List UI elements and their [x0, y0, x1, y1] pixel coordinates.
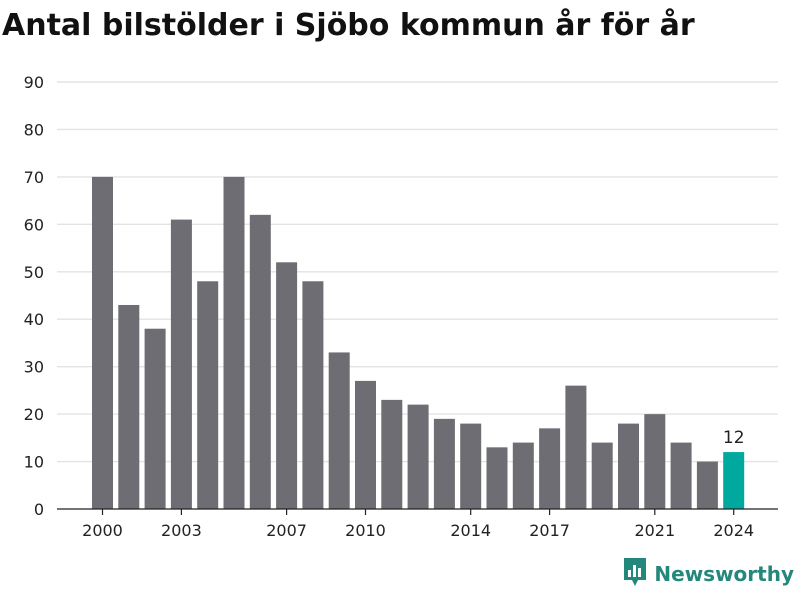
bar-2004 [197, 281, 219, 509]
bar-2001 [118, 304, 140, 509]
x-tick-label: 2014 [450, 521, 491, 540]
y-tick-label: 60 [24, 215, 44, 234]
bar-2018 [565, 385, 587, 509]
bar-chart-pin-icon [622, 556, 648, 592]
bar-2019 [591, 442, 613, 509]
bar-2009 [328, 352, 350, 509]
x-tick-label: 2003 [161, 521, 202, 540]
chart-title: Antal bilstölder i Sjöbo kommun år för å… [2, 8, 695, 43]
bar-2014 [460, 423, 482, 509]
y-tick-label: 70 [24, 168, 44, 187]
bar-2011 [381, 399, 403, 509]
bar-2006 [249, 214, 271, 509]
y-axis-tick-labels: 0 10 20 30 40 50 60 70 80 90 [24, 73, 44, 519]
bar-2015 [486, 447, 508, 509]
x-tick-label: 2010 [345, 521, 386, 540]
bar-2012 [407, 404, 429, 509]
y-tick-label: 0 [34, 500, 44, 519]
data-label-2024: 12 [723, 428, 745, 448]
bar-2002 [144, 328, 166, 509]
x-tick-label: 2007 [266, 521, 307, 540]
y-tick-label: 50 [24, 263, 44, 282]
bar-2007 [276, 262, 298, 509]
y-tick-label: 90 [24, 73, 44, 92]
y-tick-label: 40 [24, 310, 44, 329]
bar-2000 [92, 176, 113, 509]
bar-2005 [223, 176, 245, 509]
y-tick-label: 20 [24, 405, 44, 424]
newsworthy-logo: Newsworthy [622, 556, 794, 592]
bar-2010 [355, 380, 376, 509]
bar-2013 [433, 418, 455, 509]
bar-2020 [618, 423, 639, 509]
brand-name: Newsworthy [654, 562, 794, 586]
bar-2017 [539, 428, 561, 509]
x-tick-label: 2021 [634, 521, 675, 540]
data-labels: 12 [723, 428, 745, 448]
x-tick-label: 2000 [82, 521, 123, 540]
y-tick-label: 80 [24, 120, 44, 139]
x-axis: 2000 2003 2007 2010 2014 2017 2021 2024 [57, 508, 778, 540]
bar-2008 [302, 281, 324, 509]
x-tick-label: 2017 [529, 521, 570, 540]
bars [92, 176, 745, 510]
bar-2024 [723, 452, 745, 509]
y-tick-label: 10 [24, 453, 44, 472]
bar-2016 [512, 442, 534, 509]
bar-2022 [670, 442, 692, 509]
bar-2021 [644, 414, 666, 509]
bar-2003 [170, 219, 192, 510]
x-tick-label: 2024 [713, 521, 754, 540]
y-tick-label: 30 [24, 358, 44, 377]
bar-2023 [696, 461, 718, 509]
